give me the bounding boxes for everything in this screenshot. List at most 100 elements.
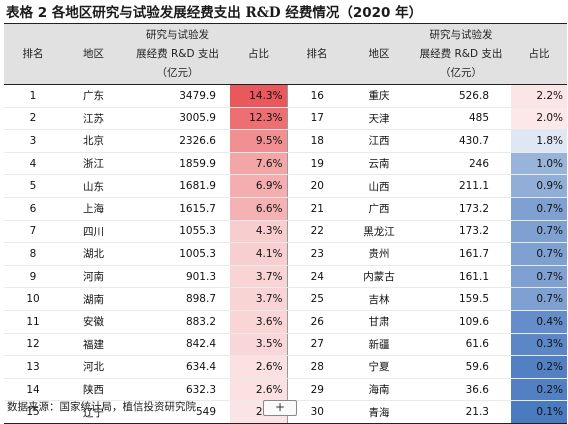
region-cell: 江苏 (62, 107, 125, 131)
share-cell: 2.6% (230, 378, 288, 402)
rank-cell: 16 (287, 84, 347, 108)
share-cell: 1.0% (511, 152, 567, 176)
header-spending-line2: 展经费 R&D 支出 (136, 47, 219, 60)
title-suffix: 经费情况（2020 年） (285, 5, 423, 21)
region-cell: 四川 (62, 220, 125, 244)
value-cell: 3005.9 (125, 107, 230, 131)
rank-cell: 26 (287, 310, 347, 334)
value-cell: 430.7 (411, 129, 511, 153)
rd-spending-table: 排名 地区 研究与试验发 展经费 R&D 支出 （亿元） 占比 排名 地区 研究… (4, 23, 567, 424)
value-cell: 632.3 (125, 378, 230, 402)
rank-cell: 23 (287, 242, 347, 266)
header-region-right: 地区 (347, 23, 411, 85)
share-cell: 0.7% (511, 287, 567, 311)
header-share-right: 占比 (511, 23, 567, 85)
share-cell: 0.7% (511, 220, 567, 244)
header-share-left: 占比 (230, 23, 287, 85)
table-row: 4 浙江 1859.9 7.6% 19 云南 246 1.0% (4, 152, 567, 176)
share-cell: 0.2% (511, 355, 567, 379)
share-cell: 3.7% (230, 287, 288, 311)
rank-cell: 27 (287, 333, 347, 357)
value-cell: 1055.3 (125, 220, 230, 244)
region-cell: 山西 (347, 174, 411, 198)
share-cell: 12.3% (230, 107, 288, 131)
header-spending-line1: 研究与试验发 (146, 28, 209, 41)
rank-cell: 3 (4, 129, 62, 153)
rank-cell: 25 (287, 287, 347, 311)
value-cell: 526.8 (411, 84, 511, 108)
value-cell: 1615.7 (125, 197, 230, 221)
region-cell: 江西 (347, 129, 411, 153)
rank-cell: 29 (287, 378, 347, 402)
region-cell: 广西 (347, 197, 411, 221)
region-cell: 吉林 (347, 287, 411, 311)
value-cell: 1005.3 (125, 242, 230, 266)
region-cell: 安徽 (62, 310, 125, 334)
share-cell: 1.8% (511, 129, 567, 153)
value-cell: 173.2 (411, 220, 511, 244)
table-row: 2 江苏 3005.9 12.3% 17 天津 485 2.0% (4, 107, 567, 131)
add-button[interactable]: + (263, 400, 297, 416)
title-code: R&D (245, 5, 281, 21)
share-cell: 14.3% (230, 84, 288, 108)
rank-cell: 19 (287, 152, 347, 176)
region-cell: 黑龙江 (347, 220, 411, 244)
value-cell: 211.1 (411, 174, 511, 198)
rank-cell: 11 (4, 310, 62, 334)
share-cell: 6.9% (230, 174, 288, 198)
region-cell: 浙江 (62, 152, 125, 176)
value-cell: 173.2 (411, 197, 511, 221)
region-cell: 甘肃 (347, 310, 411, 334)
rank-cell: 4 (4, 152, 62, 176)
header-spending-right: 研究与试验发 展经费 R&D 支出 （亿元） (411, 23, 511, 85)
region-cell: 湖南 (62, 287, 125, 311)
value-cell: 61.6 (411, 333, 511, 357)
table-header: 排名 地区 研究与试验发 展经费 R&D 支出 （亿元） 占比 排名 地区 研究… (4, 23, 567, 85)
rank-cell: 7 (4, 220, 62, 244)
region-cell: 山东 (62, 174, 125, 198)
rank-cell: 5 (4, 174, 62, 198)
rank-cell: 2 (4, 107, 62, 131)
rank-cell: 24 (287, 265, 347, 289)
share-cell: 3.7% (230, 265, 288, 289)
value-cell: 161.1 (411, 265, 511, 289)
rank-cell: 21 (287, 197, 347, 221)
table-body: 1 广东 3479.9 14.3% 16 重庆 526.8 2.2% 2 江苏 3005.9 12.3… (4, 84, 567, 424)
value-cell: 1859.9 (125, 152, 230, 176)
table-title: 表格 2 各地区研究与试验发展经费支出 R&D 经费情况（2020 年） (6, 3, 422, 23)
value-cell: 883.2 (125, 310, 230, 334)
value-cell: 634.4 (125, 355, 230, 379)
region-cell: 天津 (347, 107, 411, 131)
value-cell: 901.3 (125, 265, 230, 289)
share-cell: 2.0% (511, 107, 567, 131)
rank-cell: 18 (287, 129, 347, 153)
share-cell: 0.7% (511, 197, 567, 221)
value-cell: 21.3 (411, 400, 511, 424)
table-row: 3 北京 2326.6 9.5% 18 江西 430.7 1.8% (4, 129, 567, 153)
source-note: 数据来源：国家统计局，植信投资研究院 (7, 401, 196, 413)
share-cell: 0.1% (511, 400, 567, 424)
share-cell: 0.3% (511, 333, 567, 357)
share-cell: 2.2% (511, 84, 567, 108)
region-cell: 北京 (62, 129, 125, 153)
rank-cell: 12 (4, 333, 62, 357)
share-cell: 2.6% (230, 355, 288, 379)
header-spending-line3: （亿元） (156, 66, 199, 79)
table-row: 8 湖北 1005.3 4.1% 23 贵州 161.7 0.7% (4, 242, 567, 266)
header-spending-line2: 展经费 R&D 支出 (419, 47, 503, 60)
region-cell: 新疆 (347, 333, 411, 357)
share-cell: 0.2% (511, 378, 567, 402)
share-cell: 3.6% (230, 310, 288, 334)
table-row: 1 广东 3479.9 14.3% 16 重庆 526.8 2.2% (4, 84, 567, 108)
value-cell: 2326.6 (125, 129, 230, 153)
header-spending-line3: （亿元） (440, 66, 482, 79)
value-cell: 898.7 (125, 287, 230, 311)
value-cell: 1681.9 (125, 174, 230, 198)
table-row: 13 河北 634.4 2.6% 28 宁夏 59.6 0.2% (4, 355, 567, 379)
region-cell: 海南 (347, 378, 411, 402)
table-row: 6 上海 1615.7 6.6% 21 广西 173.2 0.7% (4, 197, 567, 221)
region-cell: 贵州 (347, 242, 411, 266)
table-row: 7 四川 1055.3 4.3% 22 黑龙江 173.2 0.7% (4, 220, 567, 244)
region-cell: 广东 (62, 84, 125, 108)
header-spending-left: 研究与试验发 展经费 R&D 支出 （亿元） (125, 23, 230, 85)
